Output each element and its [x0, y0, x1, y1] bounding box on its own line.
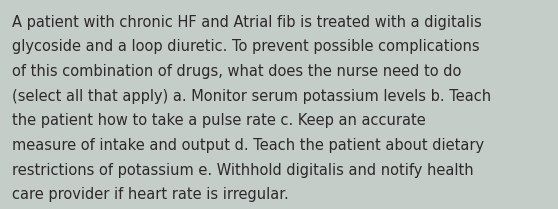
Text: measure of intake and output d. Teach the patient about dietary: measure of intake and output d. Teach th… [12, 138, 484, 153]
Text: glycoside and a loop diuretic. To prevent possible complications: glycoside and a loop diuretic. To preven… [12, 39, 480, 54]
Text: of this combination of drugs, what does the nurse need to do: of this combination of drugs, what does … [12, 64, 461, 79]
Text: the patient how to take a pulse rate c. Keep an accurate: the patient how to take a pulse rate c. … [12, 113, 426, 128]
Text: restrictions of potassium e. Withhold digitalis and notify health: restrictions of potassium e. Withhold di… [12, 163, 474, 178]
Text: A patient with chronic HF and Atrial fib is treated with a digitalis: A patient with chronic HF and Atrial fib… [12, 15, 482, 30]
Text: (select all that apply) a. Monitor serum potassium levels b. Teach: (select all that apply) a. Monitor serum… [12, 89, 492, 104]
Text: care provider if heart rate is irregular.: care provider if heart rate is irregular… [12, 187, 289, 202]
